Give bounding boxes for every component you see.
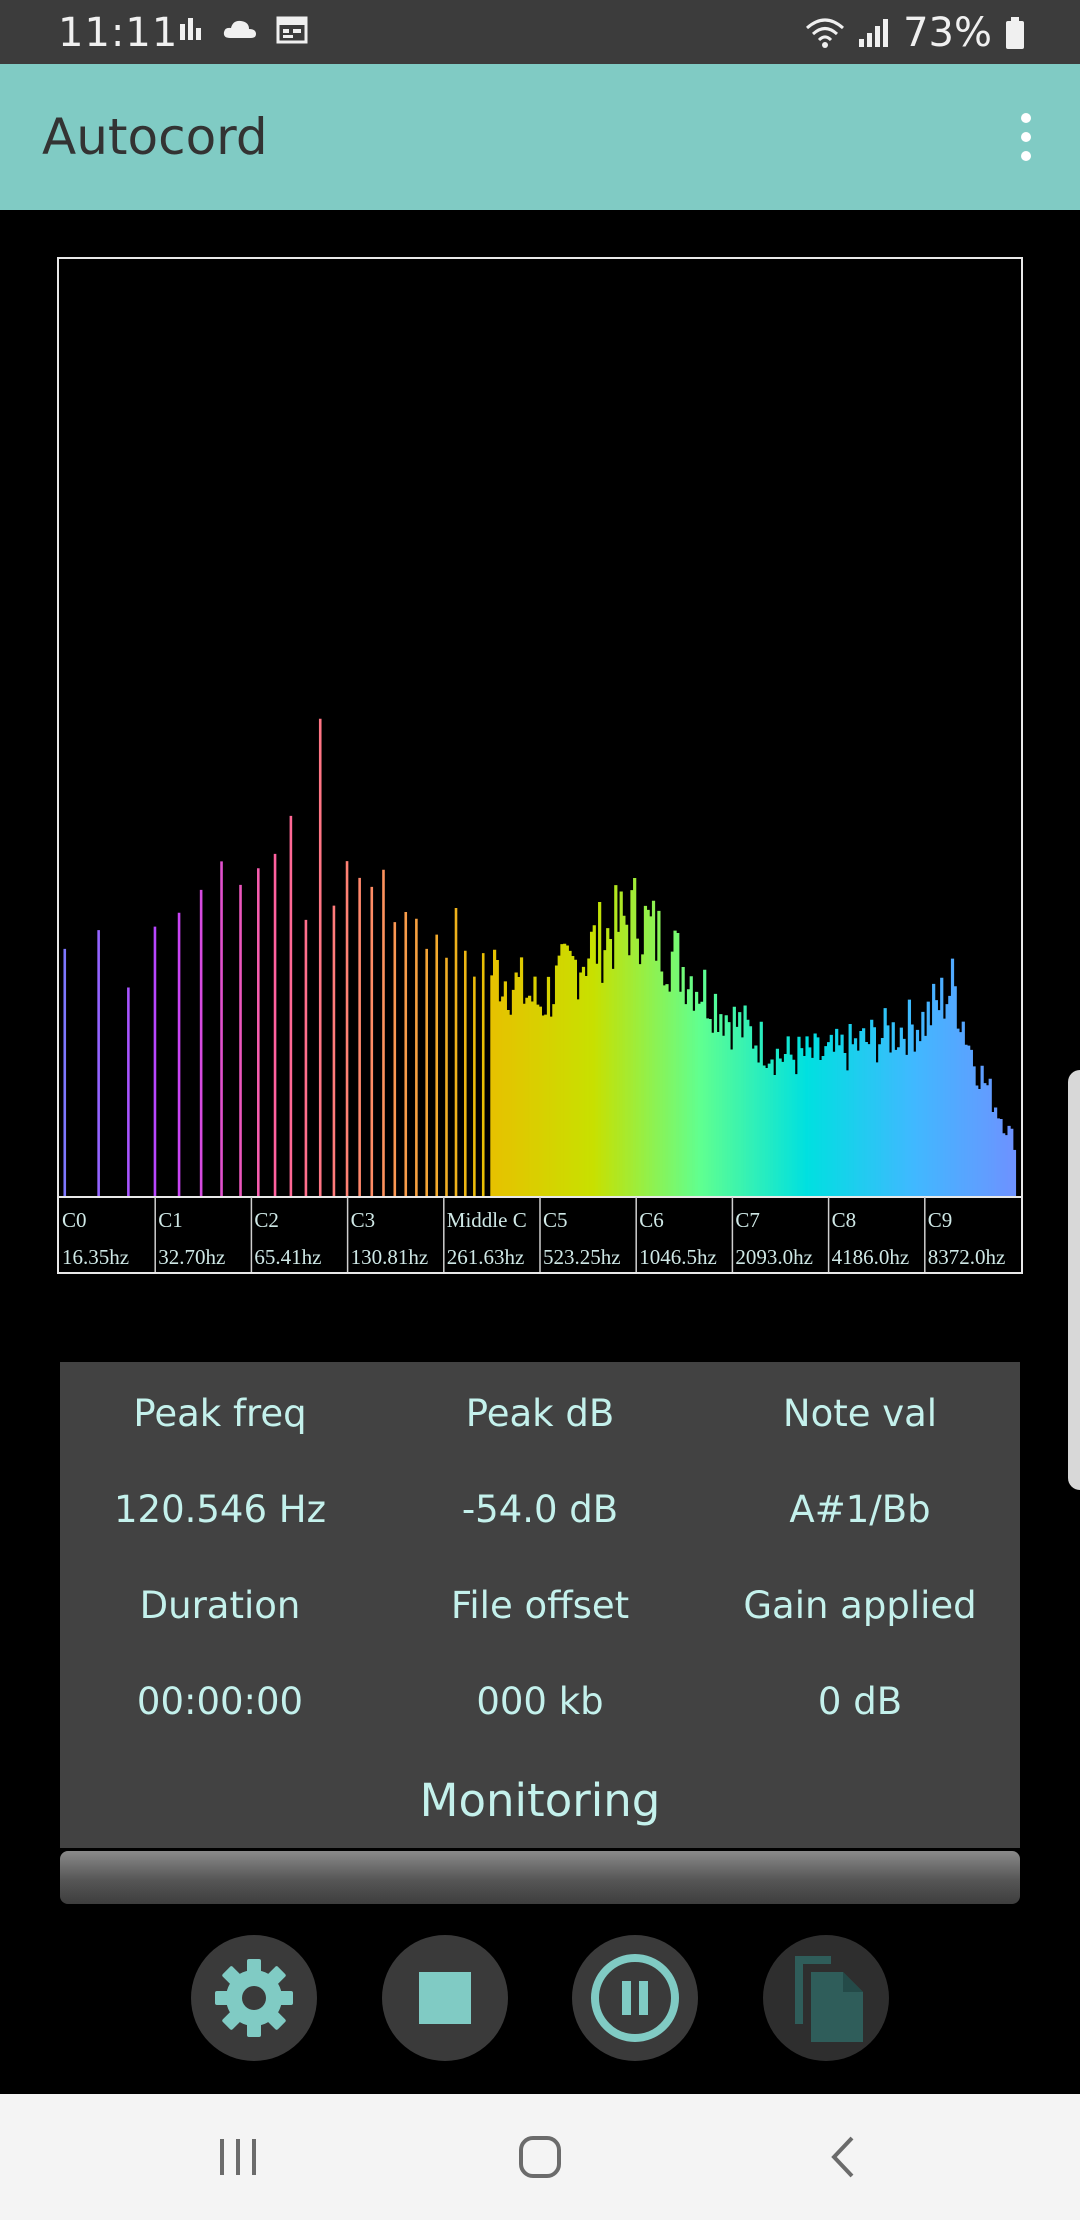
band-note-label: C6 bbox=[639, 1208, 664, 1232]
duration-label: Duration bbox=[139, 1584, 301, 1627]
band-freq-label: 32.70hz bbox=[158, 1245, 225, 1269]
recent-apps-icon bbox=[220, 2139, 256, 2175]
spectrum-bars bbox=[63, 718, 1017, 1197]
back-icon bbox=[831, 2136, 854, 2178]
band-freq-label: 16.35hz bbox=[62, 1245, 129, 1269]
pause-button[interactable] bbox=[572, 1935, 698, 2061]
band-note-label: C1 bbox=[158, 1208, 183, 1232]
note-label: Note val bbox=[782, 1392, 938, 1435]
status-notification-icons bbox=[178, 14, 308, 44]
band-note-label: C5 bbox=[543, 1208, 568, 1232]
band-freq-label: 261.63hz bbox=[447, 1245, 525, 1269]
progress-bar bbox=[60, 1851, 1020, 1904]
peak-db-value: -54.0 dB bbox=[461, 1488, 619, 1531]
band-note-label: Middle C bbox=[447, 1208, 527, 1232]
spectrum-chart: C0 16.35hz C1 32.70hz C2 65.41hz C3 130.81hz Mid… bbox=[57, 257, 1023, 1274]
band-note-label: C2 bbox=[254, 1208, 279, 1232]
battery-icon bbox=[1006, 17, 1024, 49]
file-copy-icon bbox=[795, 1956, 863, 2042]
band-freq-label: 523.25hz bbox=[543, 1245, 621, 1269]
status-text: Monitoring bbox=[419, 1774, 661, 1827]
band-labels: C0 16.35hz C1 32.70hz C2 65.41hz C3 130.81hz Mid… bbox=[62, 1197, 1005, 1272]
cloud-icon bbox=[223, 20, 256, 38]
home-button[interactable] bbox=[500, 2124, 580, 2190]
band-freq-label: 2093.0hz bbox=[735, 1245, 813, 1269]
spectrum-analyzer: C0 16.35hz C1 32.70hz C2 65.41hz C3 130.81hz Mid… bbox=[57, 257, 1023, 1274]
peak-db-label: Peak dB bbox=[465, 1392, 615, 1435]
status-time: 11:11 bbox=[58, 10, 179, 56]
peak-freq-value: 120.546 Hz bbox=[113, 1488, 326, 1531]
navigation-bar bbox=[0, 2094, 1080, 2220]
band-freq-label: 130.81hz bbox=[351, 1245, 429, 1269]
gain-label: Gain applied bbox=[743, 1584, 977, 1627]
status-right: 73% bbox=[805, 10, 1026, 56]
band-freq-label: 65.41hz bbox=[254, 1245, 321, 1269]
status-bar: 11:11 bbox=[0, 0, 1080, 64]
more-vert-icon[interactable] bbox=[994, 102, 1058, 172]
band-freq-label: 8372.0hz bbox=[928, 1245, 1006, 1269]
gear-icon bbox=[215, 1959, 293, 2037]
app-title: Autocord bbox=[42, 108, 268, 166]
wifi-icon bbox=[806, 18, 845, 48]
stop-button[interactable] bbox=[382, 1935, 508, 2061]
peak-freq-label: Peak freq bbox=[133, 1392, 307, 1435]
duration-value: 00:00:00 bbox=[136, 1680, 304, 1723]
files-button[interactable] bbox=[763, 1935, 889, 2061]
scroll-indicator[interactable] bbox=[1068, 1070, 1080, 1490]
home-icon bbox=[519, 2136, 561, 2178]
band-note-label: C3 bbox=[351, 1208, 376, 1232]
band-freq-label: 1046.5hz bbox=[639, 1245, 717, 1269]
offset-label: File offset bbox=[450, 1584, 630, 1627]
band-freq-label: 4186.0hz bbox=[832, 1245, 910, 1269]
band-note-label: C7 bbox=[735, 1208, 760, 1232]
gain-value: 0 dB bbox=[817, 1680, 903, 1723]
back-button[interactable] bbox=[802, 2124, 882, 2190]
settings-button[interactable] bbox=[191, 1935, 317, 2061]
bar-chart-icon bbox=[180, 18, 201, 40]
note-value: A#1/Bb bbox=[789, 1488, 931, 1531]
app-bar: Autocord bbox=[0, 64, 1080, 210]
stop-icon bbox=[419, 1972, 471, 2024]
offset-value: 000 kb bbox=[476, 1680, 604, 1723]
stats-panel: Peak freq Peak dB Note val 120.546 Hz -5… bbox=[60, 1362, 1020, 1848]
battery-percent: 73% bbox=[903, 10, 992, 56]
band-note-label: C0 bbox=[62, 1208, 87, 1232]
signal-icon bbox=[859, 19, 889, 47]
pause-icon bbox=[591, 1954, 679, 2042]
recent-apps-button[interactable] bbox=[198, 2124, 278, 2190]
band-note-label: C9 bbox=[928, 1208, 953, 1232]
band-note-label: C8 bbox=[832, 1208, 857, 1232]
control-bar bbox=[0, 1935, 1080, 2063]
calendar-icon bbox=[276, 16, 308, 44]
